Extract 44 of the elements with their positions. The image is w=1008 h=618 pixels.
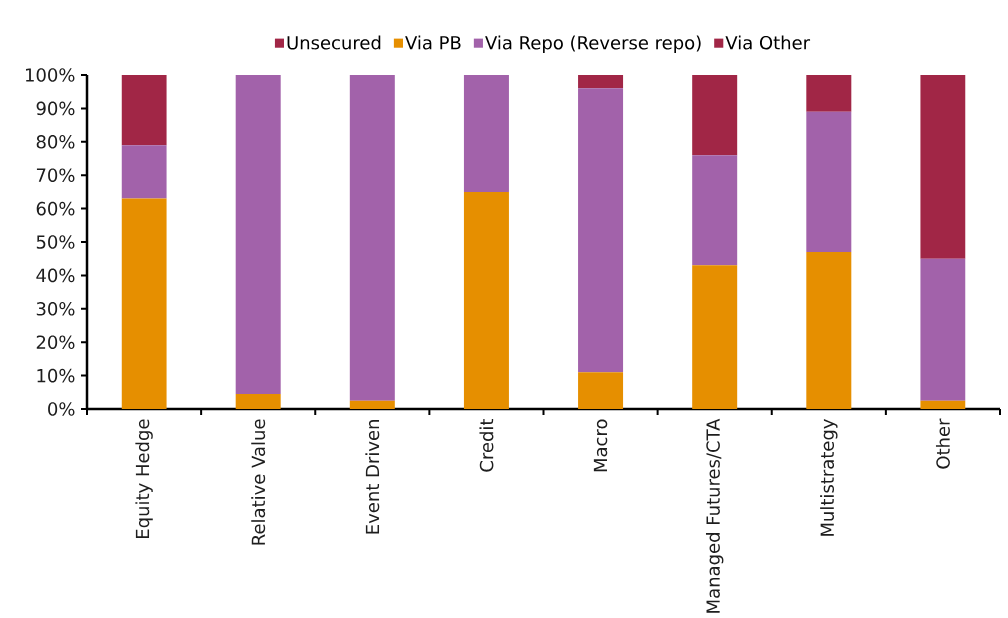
x-tick-label: Credit bbox=[479, 419, 494, 472]
bar bbox=[920, 75, 966, 259]
x-tick-label: Macro bbox=[593, 419, 608, 472]
bar bbox=[806, 111, 852, 253]
x-tick-label: Equity Hedge bbox=[135, 419, 153, 539]
bar bbox=[235, 394, 281, 410]
x-tick-label: Other bbox=[935, 418, 950, 469]
y-tick-label: 80% bbox=[36, 135, 75, 149]
bar bbox=[806, 75, 852, 112]
bar bbox=[578, 75, 624, 89]
y-tick-label: 100% bbox=[25, 68, 75, 82]
y-tick-label: 0% bbox=[48, 402, 75, 416]
bar bbox=[349, 75, 395, 401]
bar bbox=[463, 75, 509, 193]
bar bbox=[578, 88, 624, 373]
bar bbox=[920, 258, 966, 401]
y-tick-label: 20% bbox=[36, 335, 75, 350]
bar bbox=[121, 145, 167, 199]
bar bbox=[806, 252, 852, 410]
legend-label: Via Other bbox=[725, 35, 811, 50]
y-tick-label: 40% bbox=[36, 268, 75, 283]
x-tick-label: Relative Value bbox=[251, 419, 266, 545]
legend-label: Unsecured bbox=[287, 35, 381, 50]
x-tick-label: Managed Futures/CTA bbox=[705, 418, 724, 613]
x-tick-label: Event Driven bbox=[365, 420, 380, 534]
legend-label: Via PB bbox=[405, 35, 461, 50]
bar bbox=[349, 400, 395, 410]
y-tick-label: 30% bbox=[36, 302, 75, 316]
bar bbox=[692, 155, 738, 266]
bar bbox=[692, 265, 738, 410]
y-tick-label: 60% bbox=[36, 201, 75, 216]
bar bbox=[920, 400, 966, 410]
bar bbox=[578, 372, 624, 410]
y-tick-label: 50% bbox=[36, 235, 75, 249]
bar bbox=[121, 198, 167, 410]
y-tick-label: 70% bbox=[36, 168, 75, 183]
x-tick-label: Multistrategy bbox=[820, 419, 838, 536]
bar bbox=[692, 75, 738, 156]
y-tick-label: 10% bbox=[37, 368, 75, 383]
bar bbox=[121, 75, 167, 146]
y-tick-label: 90% bbox=[36, 101, 75, 116]
bar bbox=[463, 192, 509, 410]
legend-label: Via Repo (Reverse repo) bbox=[485, 35, 701, 54]
bar bbox=[235, 75, 281, 395]
